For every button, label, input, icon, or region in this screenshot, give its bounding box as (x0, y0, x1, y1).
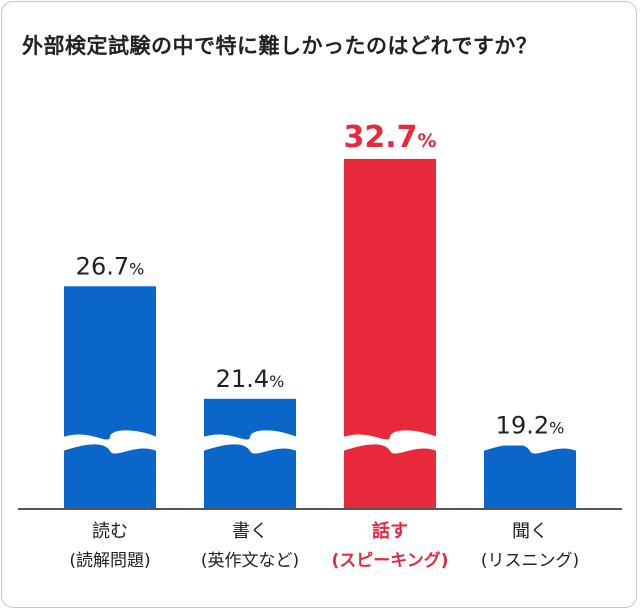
category-label-1-line1: 書く (232, 521, 268, 542)
axis-break-wave-1 (203, 430, 297, 454)
category-label-3-line1: 聞く (512, 521, 548, 542)
axis-break-wave-0 (63, 430, 157, 454)
bars-layer (63, 158, 577, 508)
value-label-3: 19.2% (496, 412, 565, 440)
category-label-0-line1: 読む (92, 521, 128, 542)
bar-1 (204, 398, 296, 508)
bar-3 (484, 445, 576, 508)
value-label-1: 21.4% (216, 365, 285, 393)
category-label-2-line1: 話す (372, 520, 408, 542)
category-label-2-line2: (スピーキング) (331, 550, 448, 571)
category-label-0-line2: (読解問題) (69, 551, 150, 571)
bar-0 (64, 286, 156, 508)
value-label-2: 32.7% (343, 120, 436, 155)
category-label-3-line2: (リスニング) (481, 551, 579, 571)
bar-2 (344, 158, 436, 508)
chart-title: 外部検定試験の中で特に難しかったのはどれですか？ (22, 34, 538, 58)
axis-break-wave-3 (483, 430, 577, 454)
category-label-1-line2: (英作文など) (201, 551, 299, 571)
axis-break-wave-2 (343, 430, 437, 454)
labels-layer: 26.7% 読む (読解問題) 21.4% 書く (英作文など) 32.7% 話す (スピーキン… (69, 120, 579, 571)
value-label-0: 26.7% (76, 252, 145, 280)
